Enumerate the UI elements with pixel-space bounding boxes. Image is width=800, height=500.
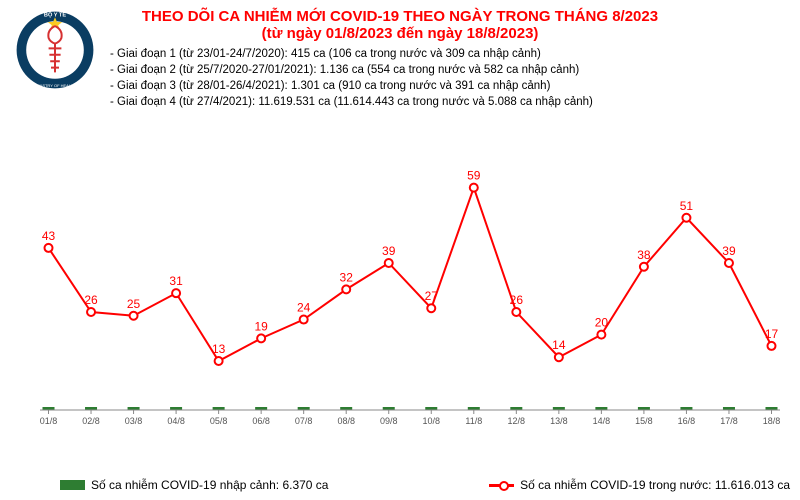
svg-text:39: 39 xyxy=(722,244,736,258)
svg-text:15/8: 15/8 xyxy=(635,416,653,426)
svg-text:MINISTRY OF HEALTH: MINISTRY OF HEALTH xyxy=(34,83,76,88)
svg-text:11/8: 11/8 xyxy=(465,416,482,426)
svg-text:51: 51 xyxy=(680,199,694,213)
svg-text:BỘ Y TẾ: BỘ Y TẾ xyxy=(44,10,66,18)
stage-list: - Giai đoạn 1 (từ 23/01-24/7/2020): 415 … xyxy=(0,46,800,110)
svg-text:38: 38 xyxy=(637,248,651,262)
svg-text:59: 59 xyxy=(467,169,481,183)
svg-text:06/8: 06/8 xyxy=(252,416,270,426)
svg-text:14/8: 14/8 xyxy=(593,416,611,426)
svg-text:14: 14 xyxy=(552,338,566,352)
green-swatch-icon xyxy=(60,480,85,490)
svg-text:32: 32 xyxy=(340,270,354,284)
svg-text:03/8: 03/8 xyxy=(125,416,143,426)
svg-text:04/8: 04/8 xyxy=(167,416,185,426)
chart-header: THEO DÕI CA NHIỄM MỚI COVID-19 THEO NGÀY… xyxy=(0,0,800,110)
svg-text:13/8: 13/8 xyxy=(550,416,568,426)
red-swatch-icon xyxy=(489,484,514,487)
svg-text:13: 13 xyxy=(212,342,226,356)
svg-text:01/8: 01/8 xyxy=(40,416,58,426)
chart-subtitle: (từ ngày 01/8/2023 đến ngày 18/8/2023) xyxy=(0,25,800,42)
svg-text:27: 27 xyxy=(425,289,439,303)
stage-item: - Giai đoạn 4 (từ 27/4/2021): 11.619.531… xyxy=(110,94,800,110)
svg-text:07/8: 07/8 xyxy=(295,416,313,426)
legend-domestic-label: Số ca nhiễm COVID-19 trong nước: 11.616.… xyxy=(520,478,790,492)
chart-plot-area: 43 01/8 26 02/8 25 03/8 31 04/8 13 05/8 19 06/8 24 07… xyxy=(30,145,790,440)
svg-text:17: 17 xyxy=(765,327,779,341)
chart-title: THEO DÕI CA NHIỄM MỚI COVID-19 THEO NGÀY… xyxy=(0,8,800,25)
svg-text:26: 26 xyxy=(510,293,524,307)
chart-legend: Số ca nhiễm COVID-19 nhập cảnh: 6.370 ca… xyxy=(60,478,790,492)
svg-text:09/8: 09/8 xyxy=(380,416,398,426)
ministry-logo: BỘ Y TẾ MINISTRY OF HEALTH xyxy=(15,10,95,90)
svg-text:17/8: 17/8 xyxy=(720,416,738,426)
svg-text:20: 20 xyxy=(595,316,609,330)
stage-item: - Giai đoạn 2 (từ 25/7/2020-27/01/2021):… xyxy=(110,62,800,78)
legend-import: Số ca nhiễm COVID-19 nhập cảnh: 6.370 ca xyxy=(60,478,328,492)
svg-text:25: 25 xyxy=(127,297,141,311)
svg-text:10/8: 10/8 xyxy=(422,416,440,426)
stage-item: - Giai đoạn 1 (từ 23/01-24/7/2020): 415 … xyxy=(110,46,800,62)
line-chart: 43 01/8 26 02/8 25 03/8 31 04/8 13 05/8 19 06/8 24 07… xyxy=(30,145,790,440)
svg-text:16/8: 16/8 xyxy=(678,416,696,426)
svg-text:08/8: 08/8 xyxy=(337,416,355,426)
stage-item: - Giai đoạn 3 (từ 28/01-26/4/2021): 1.30… xyxy=(110,78,800,94)
svg-text:12/8: 12/8 xyxy=(508,416,526,426)
svg-text:02/8: 02/8 xyxy=(82,416,100,426)
svg-text:05/8: 05/8 xyxy=(210,416,228,426)
svg-text:19: 19 xyxy=(254,319,268,333)
svg-text:31: 31 xyxy=(169,274,183,288)
svg-text:26: 26 xyxy=(84,293,98,307)
svg-text:18/8: 18/8 xyxy=(763,416,781,426)
legend-domestic: Số ca nhiễm COVID-19 trong nước: 11.616.… xyxy=(489,478,790,492)
legend-import-label: Số ca nhiễm COVID-19 nhập cảnh: 6.370 ca xyxy=(91,478,328,492)
svg-text:24: 24 xyxy=(297,301,311,315)
svg-text:39: 39 xyxy=(382,244,396,258)
svg-text:43: 43 xyxy=(42,229,56,243)
